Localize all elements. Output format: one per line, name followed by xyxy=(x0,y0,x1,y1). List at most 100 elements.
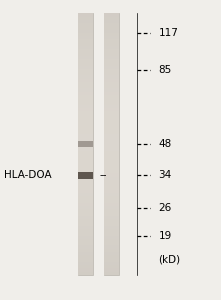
Bar xyxy=(78,20,93,23)
Bar xyxy=(104,187,119,190)
Bar xyxy=(104,154,119,157)
Bar xyxy=(104,131,119,134)
Bar xyxy=(104,20,119,23)
Bar xyxy=(78,183,93,187)
Bar xyxy=(78,141,93,147)
Bar xyxy=(104,56,119,59)
Bar xyxy=(104,128,119,131)
Bar xyxy=(78,187,93,190)
Bar xyxy=(104,95,119,98)
Bar xyxy=(78,193,93,197)
Bar xyxy=(104,92,119,95)
Bar xyxy=(104,167,119,170)
Bar xyxy=(104,164,119,167)
Bar xyxy=(78,167,93,170)
Bar xyxy=(78,88,93,92)
Bar xyxy=(78,23,93,26)
Bar xyxy=(104,183,119,187)
Bar xyxy=(104,259,119,262)
Bar xyxy=(104,108,119,111)
Bar xyxy=(104,98,119,102)
Bar xyxy=(78,46,93,49)
Bar xyxy=(78,108,93,111)
Bar xyxy=(104,23,119,26)
Bar xyxy=(78,196,93,200)
Bar xyxy=(78,92,93,95)
Bar xyxy=(78,223,93,226)
Bar xyxy=(78,36,93,39)
Bar xyxy=(78,82,93,85)
Bar xyxy=(78,206,93,209)
Bar xyxy=(104,255,119,259)
Bar xyxy=(78,245,93,249)
Bar xyxy=(78,62,93,66)
Bar xyxy=(104,134,119,137)
Bar xyxy=(78,180,93,183)
Bar xyxy=(78,134,93,137)
Bar xyxy=(78,39,93,43)
Bar xyxy=(78,111,93,115)
Bar xyxy=(104,272,119,275)
Bar xyxy=(104,105,119,108)
Text: 48: 48 xyxy=(158,139,172,149)
Bar xyxy=(78,69,93,72)
Bar xyxy=(78,265,93,268)
Text: 34: 34 xyxy=(158,170,172,180)
Bar xyxy=(104,39,119,43)
Bar xyxy=(104,265,119,268)
Bar xyxy=(78,95,93,98)
Bar xyxy=(104,62,119,66)
Text: --: -- xyxy=(100,170,107,180)
Bar xyxy=(78,72,93,75)
Bar xyxy=(78,30,93,33)
Bar xyxy=(104,236,119,239)
Bar xyxy=(78,200,93,203)
Bar xyxy=(104,30,119,33)
Bar xyxy=(104,209,119,213)
Bar xyxy=(78,157,93,161)
Bar xyxy=(78,115,93,118)
Bar xyxy=(104,82,119,85)
Bar xyxy=(104,141,119,144)
Bar xyxy=(104,216,119,219)
Bar xyxy=(78,242,93,245)
Bar xyxy=(104,43,119,46)
Bar xyxy=(104,69,119,72)
Bar xyxy=(104,144,119,147)
Bar xyxy=(104,173,119,177)
Bar xyxy=(78,49,93,52)
Bar xyxy=(78,177,93,180)
Bar xyxy=(104,229,119,232)
Bar xyxy=(78,236,93,239)
Bar xyxy=(78,249,93,252)
Bar xyxy=(104,66,119,69)
Bar xyxy=(104,226,119,229)
Bar xyxy=(104,88,119,92)
Bar xyxy=(78,147,93,151)
Bar xyxy=(78,59,93,62)
Bar xyxy=(104,36,119,39)
Bar xyxy=(78,33,93,36)
Bar xyxy=(78,79,93,82)
Bar xyxy=(78,105,93,108)
Bar xyxy=(78,164,93,167)
Bar xyxy=(78,141,93,144)
Bar xyxy=(104,206,119,209)
Bar xyxy=(78,170,93,173)
Bar xyxy=(78,255,93,259)
Bar xyxy=(104,170,119,173)
Bar xyxy=(78,13,93,275)
Bar xyxy=(104,111,119,115)
Bar xyxy=(104,157,119,161)
Bar xyxy=(78,75,93,79)
Bar xyxy=(104,13,119,275)
Bar xyxy=(104,49,119,52)
Bar xyxy=(78,137,93,141)
Bar xyxy=(78,151,93,154)
Bar xyxy=(104,151,119,154)
Bar xyxy=(78,216,93,219)
Bar xyxy=(104,219,119,223)
Text: HLA-DOA: HLA-DOA xyxy=(4,170,51,180)
Bar xyxy=(78,209,93,213)
Bar xyxy=(78,43,93,46)
